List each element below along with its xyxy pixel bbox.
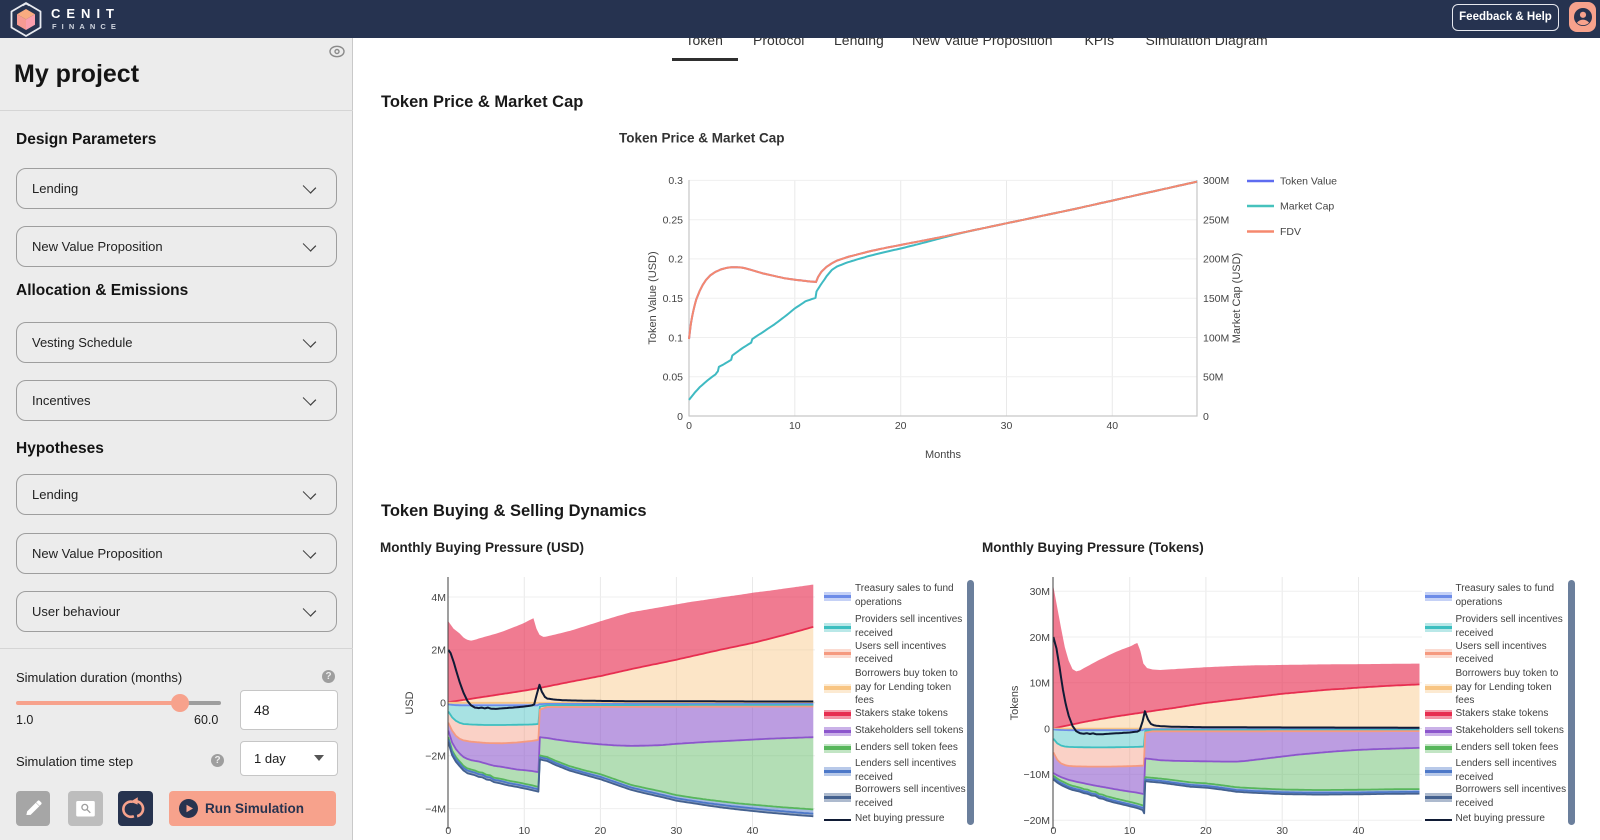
- svg-text:Market Cap (USD): Market Cap (USD): [1231, 253, 1243, 343]
- svg-text:0: 0: [445, 825, 451, 837]
- svg-text:40: 40: [1353, 825, 1365, 837]
- svg-text:−2M: −2M: [425, 750, 446, 762]
- svg-text:250M: 250M: [1203, 214, 1229, 226]
- svg-text:0.15: 0.15: [663, 293, 684, 305]
- svg-text:10: 10: [1124, 825, 1136, 837]
- svg-text:10M: 10M: [1030, 678, 1050, 690]
- svg-text:0.05: 0.05: [663, 371, 684, 383]
- svg-text:20: 20: [1200, 825, 1212, 837]
- svg-text:Token Value (USD): Token Value (USD): [647, 251, 659, 344]
- svg-text:30: 30: [671, 825, 683, 837]
- svg-text:Market Cap: Market Cap: [1280, 201, 1334, 213]
- svg-text:FDV: FDV: [1280, 226, 1301, 238]
- svg-text:Token Value: Token Value: [1280, 176, 1337, 188]
- svg-text:4M: 4M: [431, 592, 446, 604]
- svg-text:20M: 20M: [1030, 632, 1050, 644]
- svg-text:50M: 50M: [1203, 371, 1223, 383]
- svg-text:40: 40: [1106, 420, 1118, 432]
- svg-text:0.3: 0.3: [668, 175, 683, 187]
- svg-text:Token Price & Market Cap: Token Price & Market Cap: [619, 131, 785, 146]
- svg-text:200M: 200M: [1203, 254, 1229, 266]
- svg-text:0: 0: [1044, 723, 1050, 735]
- svg-text:2M: 2M: [431, 645, 446, 657]
- svg-text:150M: 150M: [1203, 293, 1229, 305]
- svg-text:30: 30: [1276, 825, 1288, 837]
- svg-text:0.2: 0.2: [668, 254, 683, 266]
- svg-text:30: 30: [1001, 420, 1013, 432]
- svg-text:20: 20: [595, 825, 607, 837]
- svg-text:−20M: −20M: [1023, 815, 1050, 827]
- svg-text:0: 0: [1050, 825, 1056, 837]
- svg-text:Months: Months: [925, 449, 962, 461]
- svg-text:Tokens: Tokens: [1009, 685, 1021, 720]
- svg-text:10: 10: [518, 825, 530, 837]
- svg-text:−10M: −10M: [1023, 769, 1050, 781]
- svg-text:0.1: 0.1: [668, 332, 683, 344]
- svg-text:300M: 300M: [1203, 175, 1229, 187]
- svg-text:0.25: 0.25: [663, 214, 684, 226]
- svg-text:30M: 30M: [1030, 586, 1050, 598]
- svg-text:40: 40: [747, 825, 759, 837]
- svg-text:0: 0: [677, 411, 683, 423]
- svg-text:10: 10: [789, 420, 801, 432]
- svg-text:0: 0: [1203, 411, 1209, 423]
- svg-text:20: 20: [895, 420, 907, 432]
- svg-text:0: 0: [440, 698, 446, 710]
- svg-text:0: 0: [686, 420, 692, 432]
- svg-text:USD: USD: [404, 691, 416, 714]
- svg-text:−4M: −4M: [425, 803, 446, 815]
- svg-text:100M: 100M: [1203, 332, 1229, 344]
